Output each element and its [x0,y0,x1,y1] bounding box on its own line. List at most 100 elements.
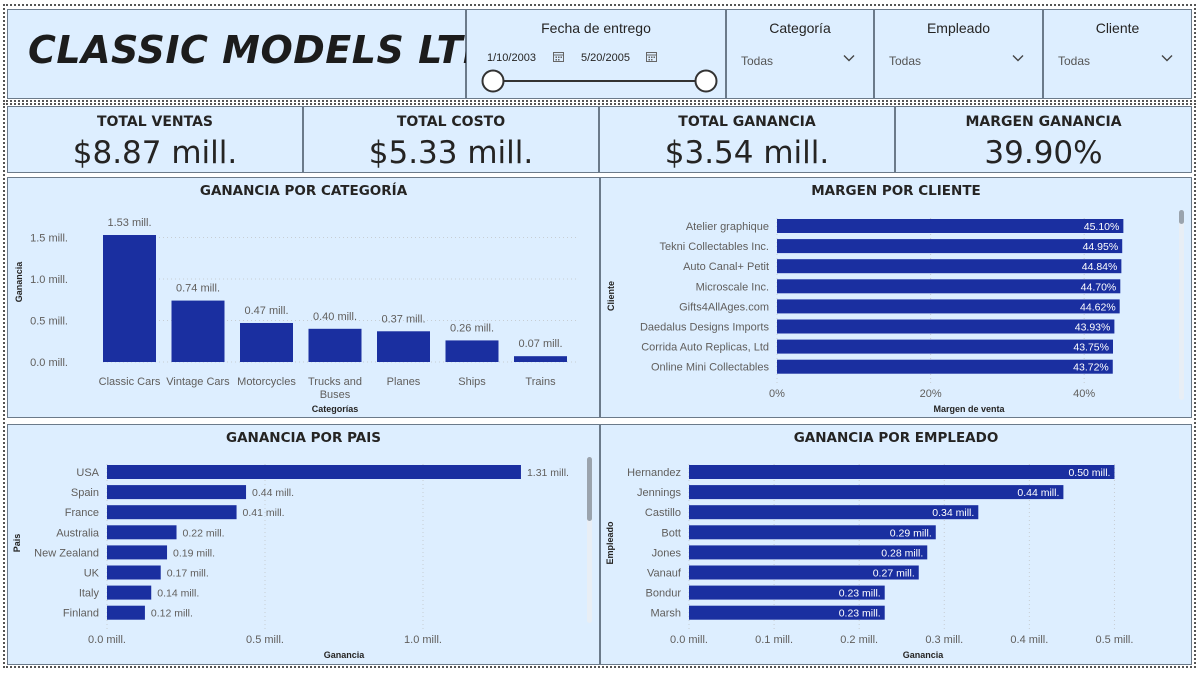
data-label: 0.22 mill. [183,527,225,539]
x-tick-label: 0.4 mill. [1010,634,1048,646]
calendar-icon[interactable] [553,51,564,62]
x-axis-label: Categorías [312,404,359,414]
kpi-title: MARGEN GANANCIA [965,114,1122,130]
y-tick-label: Jones [652,547,682,559]
data-label: 44.70% [1081,281,1117,293]
y-tick-label: Atelier graphique [686,221,769,233]
margen-por-cliente-panel: MARGEN POR CLIENTE 0% 20% 40% Atelier graph… [600,177,1192,418]
empleado-slicer-title: Empleado [926,20,991,36]
y-tick-label: Spain [71,487,99,499]
y-tick-label: Microscale Inc. [696,281,769,293]
chevron-down-icon[interactable] [843,52,855,64]
y-axis-label: Pais [12,534,22,553]
data-label: 44.84% [1082,261,1118,273]
date-slicer[interactable]: Fecha de entrego 1/10/2003 5/20/2005 [466,9,726,99]
kpi-value: 39.90% [984,135,1103,171]
end-date-field[interactable]: 5/20/2005 [581,52,630,64]
y-tick-label: Finland [63,608,99,620]
dashboard-frame [3,103,1196,668]
y-tick-label: 0.0 mill. [30,357,68,369]
data-label: 44.95% [1083,241,1119,253]
chart-title: GANANCIA POR EMPLEADO [793,430,999,446]
slider-start-handle[interactable] [481,69,505,93]
y-tick-label: New Zealand [34,547,99,559]
title-panel: CLASSIC MODELS LTDA [7,9,524,99]
cliente-dropdown-value[interactable]: Todas [1058,54,1091,68]
calendar-icon[interactable] [646,51,657,62]
scrollbar-thumb [587,457,592,521]
ganancia-por-pais-chart: 0.0 mill. 0.5 mill. 1.0 mill. USA 1.31 mill.… [12,457,592,660]
ganancia-por-categoria-chart: 0.0 mill. 0.5 mill. 1.0 mill. 1.5 mill. 1.53… [14,217,578,414]
y-tick-label: Australia [56,527,100,539]
y-tick-label: Corrida Auto Replicas, Ltd [641,342,769,354]
y-tick-label: Tekni Collectables Inc. [660,241,769,253]
x-tick-label: 0.0 mill. [88,634,126,646]
y-tick-label: Bondur [646,588,682,600]
y-tick-label: Jennings [637,487,682,499]
y-tick-label: USA [76,467,99,479]
bar [689,525,936,540]
chart-title: MARGEN POR CLIENTE [811,183,981,199]
empleado-dropdown-value[interactable]: Todas [889,54,922,68]
ganancia-por-empleado-chart: 0.0 mill. 0.1 mill. 0.2 mill. 0.3 mill. 0.4 … [605,464,1134,660]
bar [689,505,979,520]
bar [107,585,152,600]
start-date-field[interactable]: 1/10/2003 [487,52,536,64]
x-tick-label: 0.1 mill. [755,634,793,646]
bar [689,585,885,600]
x-tick-label: 0.3 mill. [925,634,963,646]
y-tick-label: Castillo [645,507,681,519]
data-label: 44.62% [1080,301,1116,313]
x-tick-label: 0.5 mill. [1096,634,1134,646]
chevron-down-icon[interactable] [1012,52,1024,64]
kpi-total-ventas: TOTAL VENTAS $8.87 mill. [7,106,303,173]
categoria-dropdown-value[interactable]: Todas [741,54,774,68]
x-tick-label: 1.0 mill. [404,634,442,646]
x-tick-label: 0% [769,388,785,400]
data-label: 0.27 mill. [873,568,915,580]
bar [689,545,928,560]
data-label: 0.34 mill. [932,507,974,519]
cliente-slicer-title: Cliente [1095,20,1140,36]
y-axis-label: Cliente [606,281,616,311]
bar [689,485,1064,500]
bar [103,235,156,362]
data-label: 0.07 mill. [518,338,562,350]
date-range-slider[interactable] [477,68,722,94]
chevron-down-icon[interactable] [1161,52,1173,64]
chart-title: GANANCIA POR PAIS [226,430,381,446]
bar [777,259,1122,274]
y-tick-label: Marsh [650,608,681,620]
data-label: 0.37 mill. [381,313,425,325]
x-axis-label: Ganancia [903,650,945,660]
cliente-slicer[interactable]: Cliente Todas [1043,9,1192,99]
top-frame [3,4,1196,102]
ganancia-por-pais-panel: GANANCIA POR PAIS 0.0 mill. 0.5 mill. 1.0 … [7,424,600,665]
bar [777,299,1120,314]
bar [777,219,1124,233]
bar [171,300,225,362]
kpi-title: TOTAL GANANCIA [678,114,816,130]
data-label: 43.72% [1073,362,1109,374]
categoria-slicer[interactable]: Categoría Todas [726,9,874,99]
x-tick-label: 0.2 mill. [840,634,878,646]
y-tick-label: Gifts4AllAges.com [679,301,769,313]
chart-title: GANANCIA POR CATEGORÍA [199,183,408,199]
bar [689,565,919,580]
bar [107,525,177,540]
page-title: CLASSIC MODELS LTDA [28,28,525,72]
empleado-slicer[interactable]: Empleado Todas [874,9,1043,99]
slider-end-handle[interactable] [694,69,718,93]
x-tick-label: 20% [920,388,942,400]
y-tick-label: France [65,507,99,519]
data-label: 45.10% [1084,221,1120,233]
data-label: 0.44 mill. [252,487,294,499]
kpi-total-ganancia: TOTAL GANANCIA $3.54 mill. [599,106,895,173]
bar [107,485,247,500]
x-tick-label: Planes [387,376,421,388]
x-tick-label: Motorcycles [237,376,296,388]
data-label: 0.17 mill. [167,568,209,580]
data-label: 0.29 mill. [890,527,932,539]
y-tick-label: Vanauf [647,568,682,580]
data-label: 0.44 mill. [1017,487,1059,499]
